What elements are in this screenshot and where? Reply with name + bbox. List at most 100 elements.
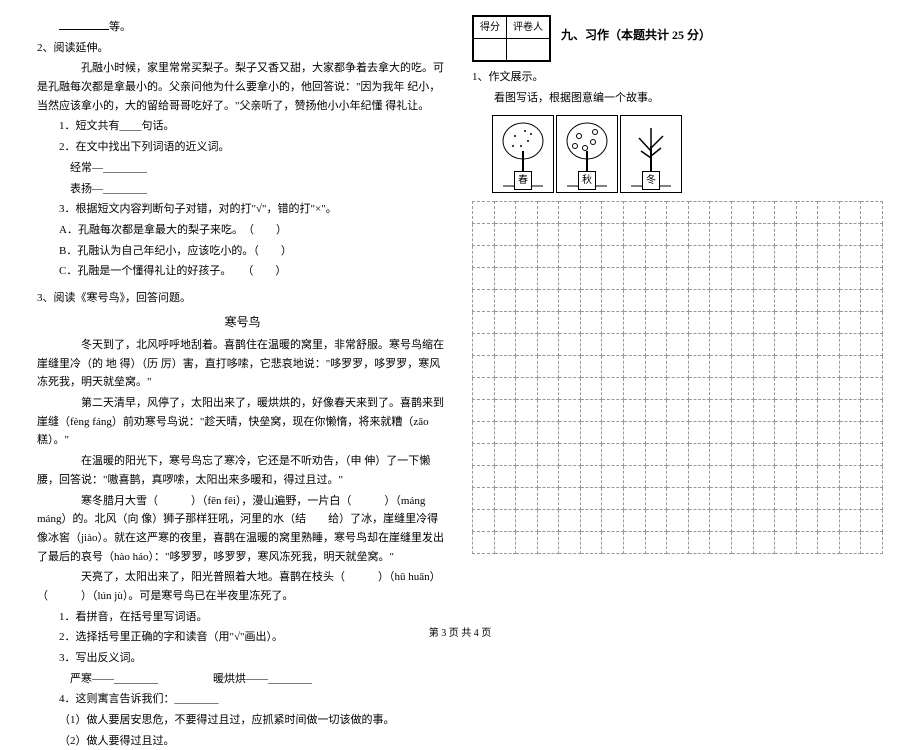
grid-cell bbox=[731, 268, 753, 290]
grid-cell bbox=[775, 246, 797, 268]
grid-cell bbox=[624, 202, 646, 224]
grid-cell bbox=[473, 466, 495, 488]
grid-cell bbox=[731, 202, 753, 224]
grid-cell bbox=[731, 246, 753, 268]
grid-cell bbox=[602, 488, 624, 510]
grid-cell bbox=[688, 312, 710, 334]
grid-cell bbox=[667, 268, 689, 290]
grid-cell bbox=[861, 378, 883, 400]
grid-cell bbox=[494, 532, 516, 554]
grid-cell bbox=[537, 466, 559, 488]
grid-cell bbox=[602, 202, 624, 224]
grid-cell bbox=[667, 532, 689, 554]
grid-cell bbox=[602, 268, 624, 290]
grid-cell bbox=[645, 224, 667, 246]
grid-cell bbox=[516, 356, 538, 378]
grid-cell bbox=[580, 466, 602, 488]
grid-cell bbox=[494, 444, 516, 466]
grid-cell bbox=[537, 378, 559, 400]
grid-cell bbox=[580, 510, 602, 532]
grid-cell bbox=[818, 334, 840, 356]
grid-cell bbox=[818, 246, 840, 268]
grid-cell bbox=[516, 312, 538, 334]
grid-cell bbox=[494, 268, 516, 290]
grid-cell bbox=[494, 246, 516, 268]
tree-winter: 冬 bbox=[620, 115, 682, 193]
grid-cell bbox=[818, 312, 840, 334]
score-header-2: 评卷人 bbox=[507, 17, 550, 39]
grid-cell bbox=[624, 312, 646, 334]
grid-cell bbox=[839, 334, 861, 356]
grid-cell bbox=[537, 488, 559, 510]
grid-cell bbox=[473, 312, 495, 334]
q3-s3: 3．写出反义词。 bbox=[59, 649, 448, 668]
grid-cell bbox=[861, 202, 883, 224]
grid-cell bbox=[602, 466, 624, 488]
grid-cell bbox=[624, 466, 646, 488]
grid-cell bbox=[580, 378, 602, 400]
grid-cell bbox=[516, 488, 538, 510]
grid-cell bbox=[667, 224, 689, 246]
grid-cell bbox=[602, 334, 624, 356]
grid-cell bbox=[624, 246, 646, 268]
grid-cell bbox=[624, 334, 646, 356]
grid-cell bbox=[818, 268, 840, 290]
grid-cell bbox=[559, 400, 581, 422]
grid-cell bbox=[796, 444, 818, 466]
grid-cell bbox=[861, 268, 883, 290]
grid-cell bbox=[731, 532, 753, 554]
grid-cell bbox=[494, 356, 516, 378]
grid-cell bbox=[473, 532, 495, 554]
grid-cell bbox=[559, 312, 581, 334]
grid-cell bbox=[731, 422, 753, 444]
grid-cell bbox=[861, 488, 883, 510]
grid-cell bbox=[775, 510, 797, 532]
grid-cell bbox=[559, 444, 581, 466]
grid-cell bbox=[602, 224, 624, 246]
grid-cell bbox=[580, 356, 602, 378]
grid-cell bbox=[667, 400, 689, 422]
grid-cell bbox=[818, 510, 840, 532]
grid-cell bbox=[753, 334, 775, 356]
grid-cell bbox=[818, 488, 840, 510]
grid-cell bbox=[645, 444, 667, 466]
grid-cell bbox=[688, 488, 710, 510]
grid-cell bbox=[645, 312, 667, 334]
grid-cell bbox=[516, 532, 538, 554]
grid-cell bbox=[516, 334, 538, 356]
grid-cell bbox=[796, 246, 818, 268]
grid-cell bbox=[775, 312, 797, 334]
right-column: 得分 评卷人 九、习作（本题共计 25 分） 1、作文展示。 看图写话，根据图意… bbox=[460, 15, 895, 620]
grid-cell bbox=[818, 378, 840, 400]
grid-cell bbox=[537, 224, 559, 246]
grid-cell bbox=[731, 378, 753, 400]
left-column: 等。 2、阅读延伸。 孔融小时候，家里常常买梨子。梨子又香又甜，大家都争着去拿大… bbox=[25, 15, 460, 620]
q3-s3a: 严寒——________ 暖烘烘——________ bbox=[70, 670, 448, 689]
grid-cell bbox=[688, 202, 710, 224]
grid-cell bbox=[731, 466, 753, 488]
grid-cell bbox=[710, 312, 732, 334]
grid-cell bbox=[796, 334, 818, 356]
grid-cell bbox=[667, 378, 689, 400]
grid-cell bbox=[861, 246, 883, 268]
grid-cell bbox=[494, 290, 516, 312]
grid-cell bbox=[516, 268, 538, 290]
grid-cell bbox=[753, 422, 775, 444]
grid-cell bbox=[645, 510, 667, 532]
grid-cell bbox=[818, 202, 840, 224]
grid-cell bbox=[602, 246, 624, 268]
grid-cell bbox=[667, 510, 689, 532]
grid-cell bbox=[473, 378, 495, 400]
grid-cell bbox=[688, 268, 710, 290]
grid-cell bbox=[796, 488, 818, 510]
grid-cell bbox=[775, 334, 797, 356]
grid-cell bbox=[861, 400, 883, 422]
grid-cell bbox=[753, 246, 775, 268]
tree-spring: 春 bbox=[492, 115, 554, 193]
grid-cell bbox=[839, 422, 861, 444]
grid-cell bbox=[537, 268, 559, 290]
grid-cell bbox=[775, 400, 797, 422]
grid-cell bbox=[839, 202, 861, 224]
grid-cell bbox=[516, 224, 538, 246]
q3-s4b: （2）做人要得过且过。 bbox=[59, 732, 448, 750]
